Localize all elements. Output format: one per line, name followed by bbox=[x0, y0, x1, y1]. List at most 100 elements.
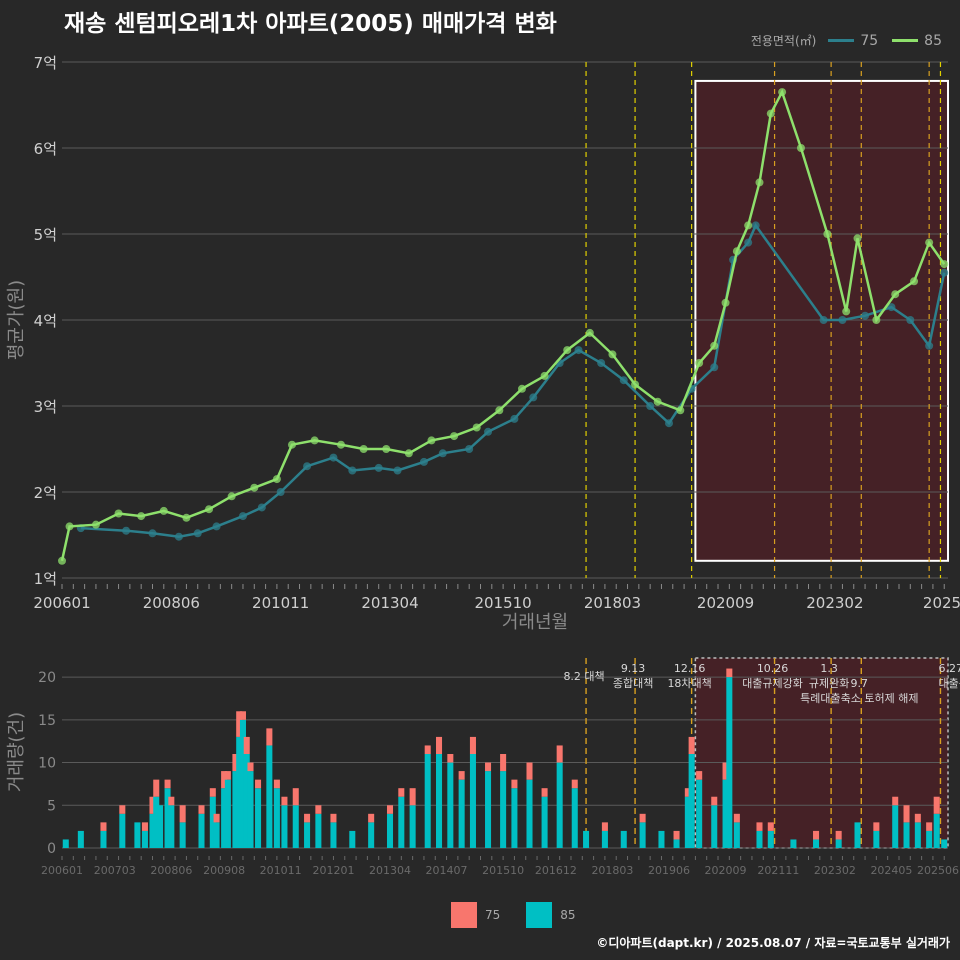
series-point-85 bbox=[159, 506, 168, 515]
bar-85 bbox=[556, 762, 563, 848]
bar-75 bbox=[601, 822, 608, 831]
bar-85 bbox=[688, 754, 695, 848]
series-point-85 bbox=[842, 307, 851, 316]
bar-85 bbox=[903, 822, 910, 848]
bar-75 bbox=[526, 762, 533, 780]
bar-75 bbox=[933, 796, 940, 814]
policy-annotation-label: 18차대책 bbox=[667, 677, 711, 690]
bar-75 bbox=[119, 805, 126, 814]
bar-85 bbox=[273, 788, 280, 848]
bar-85 bbox=[157, 805, 164, 848]
bar-75 bbox=[424, 745, 431, 754]
policy-annotation-label: 특례대출축소 토허제 해제 bbox=[800, 691, 918, 705]
bar-85 bbox=[243, 754, 250, 848]
series-point-75 bbox=[329, 453, 338, 462]
series-point-75 bbox=[122, 526, 131, 535]
series-point-85 bbox=[404, 449, 413, 458]
policy-annotation-label: 종합대책 bbox=[613, 677, 653, 690]
series-point-75 bbox=[529, 393, 538, 402]
top-x-tick-label: 201011 bbox=[252, 594, 309, 612]
bar-75 bbox=[243, 736, 250, 754]
series-point-75 bbox=[751, 221, 760, 230]
bar-75 bbox=[684, 788, 691, 797]
bar-75 bbox=[398, 788, 405, 797]
top-x-tick-label: 200806 bbox=[143, 594, 200, 612]
bar-85 bbox=[511, 788, 518, 848]
top-x-tick-label: 201803 bbox=[584, 594, 641, 612]
bar-75 bbox=[386, 805, 394, 814]
series-point-75 bbox=[861, 311, 870, 320]
policy-annotation-label: 1.3 bbox=[820, 662, 838, 675]
bar-85 bbox=[733, 822, 740, 848]
series-point-75 bbox=[212, 522, 221, 531]
bar-85 bbox=[179, 822, 186, 848]
bar-85 bbox=[398, 796, 405, 848]
bar-85 bbox=[409, 805, 416, 848]
bar-85 bbox=[620, 830, 627, 848]
bar-85 bbox=[292, 805, 299, 848]
series-point-75 bbox=[819, 316, 828, 324]
series-point-85 bbox=[563, 346, 572, 355]
top-x-tick-label: 201510 bbox=[474, 594, 531, 612]
series-point-85 bbox=[721, 298, 730, 307]
bar-75 bbox=[198, 805, 205, 814]
bar-85 bbox=[224, 779, 231, 848]
bar-75 bbox=[304, 813, 311, 823]
bar-75 bbox=[722, 762, 729, 780]
series-point-85 bbox=[925, 238, 934, 247]
bottom-x-tick-label: 202302 bbox=[814, 864, 856, 877]
bottom-x-tick-label: 201612 bbox=[535, 864, 577, 877]
series-point-75 bbox=[574, 346, 583, 355]
series-point-75 bbox=[484, 427, 493, 436]
bar-85 bbox=[526, 779, 533, 848]
bar-75 bbox=[315, 805, 322, 814]
bottom-y-tick-label: 10 bbox=[38, 756, 56, 772]
top-y-axis-label: 평균가(원) bbox=[6, 280, 27, 360]
bar-85 bbox=[892, 805, 899, 848]
bar-85 bbox=[541, 796, 548, 848]
series-point-85 bbox=[891, 290, 900, 299]
legend-bottom: 75 85 bbox=[451, 902, 594, 928]
bar-85 bbox=[658, 830, 665, 848]
bar-75 bbox=[153, 779, 160, 797]
bar-85 bbox=[571, 788, 578, 848]
legend-line-75-swatch bbox=[828, 39, 855, 42]
bar-75 bbox=[711, 796, 718, 806]
series-point-75 bbox=[510, 414, 519, 423]
bar-85 bbox=[583, 830, 590, 848]
legend-line-85-label: 85 bbox=[924, 32, 942, 49]
bar-85 bbox=[386, 813, 394, 848]
series-point-85 bbox=[766, 109, 775, 118]
series-point-85 bbox=[205, 505, 214, 514]
bar-85 bbox=[141, 830, 148, 848]
bar-75 bbox=[873, 822, 880, 831]
bar-85 bbox=[349, 830, 356, 848]
bar-75 bbox=[255, 779, 262, 789]
series-point-85 bbox=[310, 436, 319, 445]
series-point-75 bbox=[619, 376, 628, 385]
bar-75 bbox=[232, 754, 239, 772]
series-point-85 bbox=[287, 440, 296, 449]
bar-85 bbox=[368, 822, 375, 848]
bar-85 bbox=[119, 813, 126, 848]
series-point-85 bbox=[472, 423, 481, 432]
policy-annotation-label: 대출규제강화 bbox=[742, 677, 803, 690]
bar-85 bbox=[933, 813, 940, 848]
bar-85 bbox=[813, 839, 820, 848]
series-point-75 bbox=[419, 457, 428, 466]
bar-75 bbox=[458, 771, 465, 780]
series-point-75 bbox=[238, 512, 247, 521]
bar-85 bbox=[134, 822, 141, 848]
bar-85 bbox=[767, 830, 774, 848]
series-point-85 bbox=[631, 380, 640, 389]
bar-75 bbox=[688, 736, 695, 754]
bottom-x-tick-label: 201510 bbox=[482, 864, 524, 877]
series-point-85 bbox=[450, 432, 459, 441]
top-y-tick-label: 3억 bbox=[34, 398, 57, 416]
bar-75 bbox=[239, 711, 246, 720]
bar-85 bbox=[62, 839, 69, 848]
series-point-75 bbox=[646, 402, 655, 410]
series-point-85 bbox=[382, 445, 391, 453]
bar-85 bbox=[424, 754, 431, 848]
bar-75 bbox=[436, 736, 443, 754]
